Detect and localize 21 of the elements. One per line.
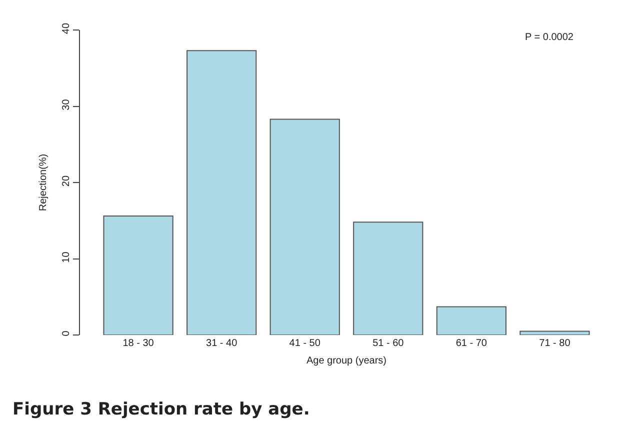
text: Figure 3 Rejection rate by age.: [12, 400, 310, 420]
x-tick-label: 71 - 80: [539, 338, 571, 349]
annotation: P = 0.0002: [525, 32, 574, 43]
y-axis-title: Rejection(%): [38, 154, 49, 212]
x-tick-label: 61 - 70: [456, 338, 488, 349]
bar: [270, 118, 340, 335]
y-tick-label: 40: [61, 22, 72, 34]
x-tick-label: 31 - 40: [206, 338, 238, 349]
y-tick-label: 30: [61, 98, 72, 110]
bar: [436, 306, 506, 335]
x-axis-title: Age group (years): [306, 356, 387, 366]
y-tick-label: 0: [61, 330, 72, 336]
y-tick-label: 20: [61, 175, 72, 187]
x-tick-label: 18 - 30: [122, 338, 154, 349]
x-tick-label: 41 - 50: [289, 338, 321, 349]
y-tick-label: 10: [61, 251, 72, 263]
bar: [103, 216, 174, 335]
bar: [520, 330, 590, 335]
bar: [353, 222, 424, 335]
bar: [186, 50, 257, 335]
x-tick-label: 51 - 60: [372, 338, 404, 349]
